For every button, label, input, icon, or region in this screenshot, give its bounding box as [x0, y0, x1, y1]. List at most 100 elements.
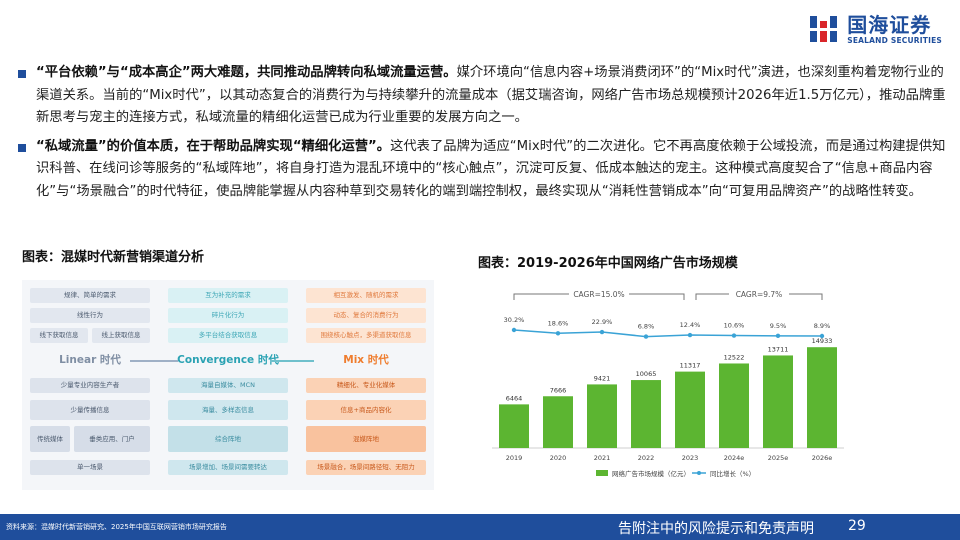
bar-value-label: 7666	[550, 386, 567, 394]
cagr-label-bg	[729, 288, 789, 300]
bar-value-label: 10065	[636, 370, 657, 378]
ad-market-chart: 6464 2019 7666 2020 9421 2021 10065 2022 11317 20…	[478, 280, 858, 490]
growth-label: 6.8%	[638, 323, 655, 331]
x-tick-label: 2026e	[812, 454, 833, 462]
growth-line	[513, 329, 823, 338]
linear-item: 传统媒体	[30, 426, 70, 452]
growth-point	[511, 327, 517, 333]
mix-item: 围绕核心触点，多渠道获取信息	[306, 328, 426, 343]
source-note: 资料来源：混媒时代新营销研究、2025年中国互联网营销市场研究报告	[6, 523, 227, 531]
bullet-paragraph: “平台依赖”与“成本高企”两大难题，共同推动品牌转向私域流量运营。媒介环境向“信…	[36, 62, 946, 130]
bullet-list: “平台依赖”与“成本高企”两大难题，共同推动品牌转向私域流量运营。媒介环境向“信…	[18, 62, 946, 209]
bar-value-label: 12522	[724, 353, 745, 361]
bar	[675, 371, 705, 448]
linear-item: 线性行为	[30, 308, 150, 323]
growth-point	[599, 329, 605, 335]
bar-value-label: 14933	[812, 337, 833, 345]
x-tick-label: 2022	[638, 454, 655, 462]
bar	[587, 384, 617, 448]
growth-label: 30.2%	[504, 316, 525, 324]
x-tick-label: 2024e	[724, 454, 745, 462]
convergence-item: 海量、多样态信息	[168, 400, 288, 420]
mix-item: 动态、复合的消费行为	[306, 308, 426, 323]
cagr-label-bg	[569, 288, 629, 300]
bullet-paragraph: “私域流量”的价值本质，在于帮助品牌实现“精细化运营”。这代表了品牌为适应“Mi…	[36, 136, 946, 204]
x-tick-label: 2025e	[768, 454, 789, 462]
growth-point	[555, 331, 561, 336]
convergence-heading: Convergence 时代	[177, 354, 279, 366]
growth-label: 9.5%	[770, 322, 787, 330]
bar	[719, 363, 749, 448]
mix-item: 信息+商品内容化	[306, 400, 426, 420]
linear-item: 少量专业内容生产者	[30, 378, 150, 393]
bullet-square-icon	[18, 70, 26, 78]
convergence-item: 海量自媒体、MCN	[168, 378, 288, 393]
convergence-item: 多平台结合获取信息	[168, 328, 288, 343]
mix-heading: Mix 时代	[343, 354, 389, 366]
logo-name-en: SEALAND SECURITIES	[847, 35, 942, 45]
bullet-body: 媒介环境向“信息内容+场景消费闭环”的“Mix时代”演进，也深刻重构着宠物行业的…	[36, 65, 946, 125]
bullet-square-icon	[18, 143, 26, 152]
logo-name-cn: 国海证券	[847, 12, 932, 37]
bar-value-label: 13711	[768, 345, 789, 353]
growth-point	[687, 332, 693, 338]
cagr-label: CAGR=9.7%	[736, 290, 783, 299]
convergence-item: 场景增加、场景间需要转达	[168, 460, 288, 475]
linear-item: 线下获取信息	[30, 328, 88, 343]
bullet-body: 这代表了品牌为适应“Mix时代”的二次进化。它不再高度依赖于公域投流，而是通过构…	[36, 138, 946, 199]
growth-point	[775, 333, 781, 339]
mix-item: 场景融合，场景间路径短、无阻力	[306, 460, 426, 475]
disclaimer-link[interactable]: 告附注中的风险提示和免责声明	[618, 521, 814, 537]
x-tick-label: 2020	[550, 454, 567, 462]
linear-heading: Linear 时代	[59, 354, 121, 366]
growth-label: 12.4%	[680, 321, 701, 329]
figure-title-left: 图表：混媒时代新营销渠道分析	[22, 250, 205, 265]
arrow-connector	[130, 360, 178, 362]
linear-item: 单一场景	[30, 460, 150, 475]
footer-bar: 资料来源：混媒时代新营销研究、2025年中国互联网营销市场研究报告 告附注中的风…	[0, 514, 960, 540]
legend-bar-label: 网络广告市场规模（亿元）	[612, 469, 690, 478]
mix-item: 精细化、专业化媒体	[306, 378, 426, 393]
bar-value-label: 11317	[680, 362, 701, 370]
bullet-heading: “平台依赖”与“成本高企”两大难题，共同推动品牌转向私域流量运营。	[36, 65, 457, 80]
page-number: 29	[848, 518, 866, 534]
channel-diagram: 规律、简单的需求 线性行为 线下获取信息 线上获取信息 Linear 时代 少量…	[22, 280, 434, 490]
convergence-item: 碎片化行为	[168, 308, 288, 323]
bar-value-label: 9421	[594, 374, 611, 382]
company-logo: 国海证券 SEALAND SECURITIES	[807, 12, 942, 46]
bar	[807, 347, 837, 448]
mix-item: 相互激发、随机的需求	[306, 288, 426, 303]
growth-point	[731, 333, 737, 338]
linear-item: 线上获取信息	[92, 328, 150, 343]
cagr-label: CAGR=15.0%	[573, 290, 624, 299]
mix-item: 混媒阵地	[306, 426, 426, 452]
growth-point	[819, 333, 825, 339]
convergence-item: 综合阵地	[168, 426, 288, 452]
legend-bar-swatch	[596, 470, 608, 476]
bullet-heading: “私域流量”的价值本质，在于帮助品牌实现“精细化运营”。	[36, 138, 391, 154]
arrow-connector	[270, 360, 314, 362]
linear-item: 规律、简单的需求	[30, 288, 150, 303]
bullet-item: “私域流量”的价值本质，在于帮助品牌实现“精细化运营”。这代表了品牌为适应“Mi…	[18, 136, 946, 204]
x-tick-label: 2023	[682, 454, 699, 462]
linear-item: 垂类应用、门户	[74, 426, 150, 452]
growth-label: 8.9%	[814, 322, 831, 330]
bar-value-label: 6464	[506, 394, 523, 402]
bullet-item: “平台依赖”与“成本高企”两大难题，共同推动品牌转向私域流量运营。媒介环境向“信…	[18, 62, 946, 130]
legend-line-label: 同比增长（%）	[710, 469, 755, 478]
legend-line-marker	[697, 471, 701, 475]
linear-item: 少量传播信息	[30, 400, 150, 420]
logo-mark-icon	[807, 12, 841, 46]
bar	[763, 355, 793, 448]
x-tick-label: 2021	[594, 454, 611, 462]
bar	[543, 396, 573, 448]
growth-point	[643, 334, 649, 339]
growth-label: 18.6%	[548, 319, 569, 327]
growth-label: 22.9%	[592, 318, 613, 326]
bar	[499, 404, 529, 448]
bar	[631, 380, 661, 448]
chart-svg: 6464 2019 7666 2020 9421 2021 10065 2022 11317 20…	[492, 288, 844, 478]
growth-label: 10.6%	[724, 322, 745, 330]
x-tick-label: 2019	[506, 454, 523, 462]
convergence-item: 互为补充的需求	[168, 288, 288, 303]
